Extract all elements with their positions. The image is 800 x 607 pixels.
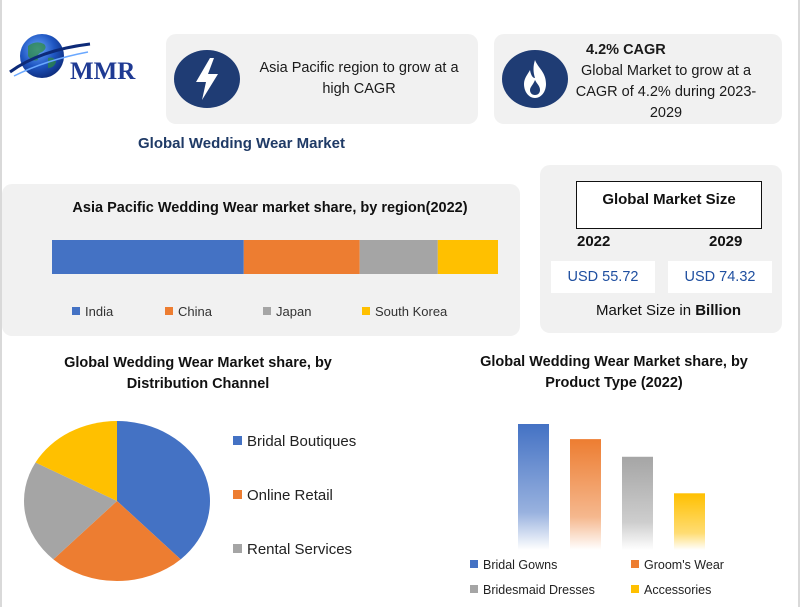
bar-bridal-gowns bbox=[518, 424, 549, 550]
flame-icon bbox=[502, 50, 568, 108]
pie-slice-other bbox=[35, 421, 117, 501]
legend-label: Groom's Wear bbox=[644, 558, 724, 572]
cagr-heading: 4.2% CAGR bbox=[586, 42, 666, 58]
pie-legend-bridal-boutiques: Bridal Boutiques bbox=[233, 433, 356, 450]
legend-swatch bbox=[233, 544, 242, 553]
legend-swatch bbox=[631, 585, 639, 593]
bar-legend-accessories: Accessories bbox=[631, 583, 711, 597]
distribution-pie-chart bbox=[23, 421, 210, 581]
legend-label: India bbox=[85, 304, 114, 319]
legend-swatch bbox=[470, 585, 478, 593]
region-legend-south-korea: South Korea bbox=[362, 304, 447, 319]
market-value-2029: USD 74.32 bbox=[668, 261, 772, 293]
note-prefix: Market Size in bbox=[596, 302, 696, 319]
bar-legend-grooms-wear: Groom's Wear bbox=[631, 558, 724, 572]
bar-groom-s-wear bbox=[570, 439, 601, 550]
market-size-note: Market Size in Billion bbox=[596, 302, 741, 319]
region-bar-segment-china bbox=[243, 240, 360, 274]
legend-label: Bridal Boutiques bbox=[247, 433, 357, 450]
market-size-title: Global Market Size bbox=[602, 191, 736, 208]
region-legend-china: China bbox=[165, 304, 212, 319]
pie-chart-title: Global Wedding Wear Market share, by Dis… bbox=[64, 355, 332, 392]
market-size-title-box: Global Market Size bbox=[576, 181, 762, 229]
bar-bridesmaid-dresses bbox=[622, 456, 653, 550]
legend-swatch bbox=[470, 560, 478, 568]
legend-label: Online Retail bbox=[247, 487, 333, 504]
logo-text: MMR bbox=[70, 58, 136, 85]
legend-label: South Korea bbox=[375, 304, 448, 319]
bar-legend-bridesmaid-dresses: Bridesmaid Dresses bbox=[470, 583, 595, 597]
legend-label: Accessories bbox=[644, 583, 712, 597]
pie-legend-rental-services: Rental Services bbox=[233, 541, 352, 558]
bar-accessories bbox=[674, 493, 705, 550]
legend-label: Japan bbox=[276, 304, 312, 319]
callout-growth-text: Asia Pacific region to grow at a high CA… bbox=[259, 60, 459, 97]
callout-growth-region: Asia Pacific region to grow at a high CA… bbox=[166, 34, 478, 124]
year-2022: 2022 bbox=[577, 233, 611, 250]
region-legend-india: India bbox=[72, 304, 113, 319]
region-chart-title: Asia Pacific Wedding Wear market share, … bbox=[72, 200, 468, 216]
main-title: Global Wedding Wear Market bbox=[138, 135, 345, 152]
callout-cagr: 4.2% CAGR Global Market to grow at a CAG… bbox=[494, 34, 782, 124]
region-legend-japan: Japan bbox=[263, 304, 311, 319]
legend-label: Bridesmaid Dresses bbox=[483, 583, 595, 597]
product-type-bar-chart bbox=[518, 424, 705, 550]
legend-swatch bbox=[631, 560, 639, 568]
product-chart-title: Global Wedding Wear Market share, by Pro… bbox=[480, 354, 748, 391]
legend-label: Bridal Gowns bbox=[483, 558, 558, 572]
lightning-bolt-icon bbox=[174, 50, 240, 108]
legend-swatch bbox=[263, 307, 271, 315]
legend-swatch bbox=[362, 307, 370, 315]
cagr-text: Global Market to grow at a CAGR of 4.2% … bbox=[575, 63, 757, 121]
year-2029: 2029 bbox=[709, 233, 743, 250]
region-bar-segment-japan bbox=[359, 240, 438, 274]
legend-swatch bbox=[233, 490, 242, 499]
legend-swatch bbox=[233, 436, 242, 445]
pie-slice-online-retail bbox=[53, 501, 181, 581]
region-stacked-bar bbox=[52, 240, 498, 274]
legend-label: Rental Services bbox=[247, 541, 353, 558]
mmr-logo bbox=[9, 34, 91, 78]
legend-swatch bbox=[72, 307, 80, 315]
legend-label: China bbox=[178, 304, 212, 319]
region-bar-segment-india bbox=[52, 240, 244, 274]
market-value-2022: USD 55.72 bbox=[551, 261, 655, 293]
bar-legend-bridal-gowns: Bridal Gowns bbox=[470, 558, 557, 572]
pie-slice-rental-services bbox=[23, 462, 117, 560]
pie-slice-bridal-boutiques bbox=[117, 421, 210, 560]
legend-swatch bbox=[165, 307, 173, 315]
note-unit: Billion bbox=[695, 302, 742, 319]
region-bar-segment-south-korea bbox=[437, 240, 498, 274]
pie-legend-online-retail: Online Retail bbox=[233, 487, 333, 504]
